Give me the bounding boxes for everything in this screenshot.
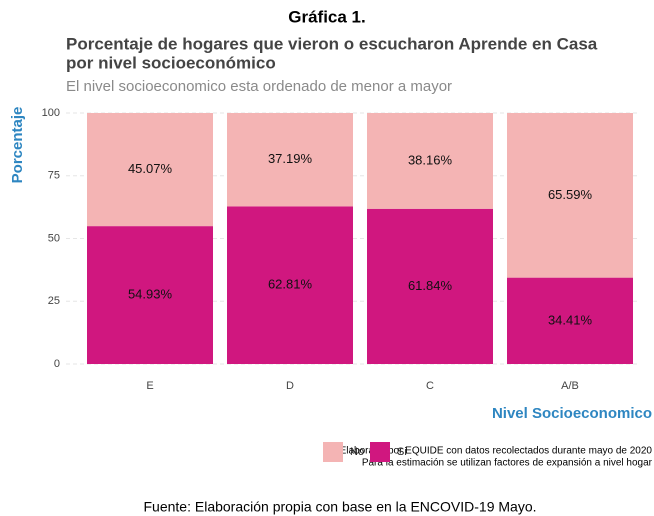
legend-label: No bbox=[350, 446, 364, 458]
bar-segment bbox=[507, 113, 633, 278]
value-label: 54.93% bbox=[128, 287, 173, 302]
bar-segment bbox=[227, 206, 353, 364]
y-tick-label: 0 bbox=[54, 358, 60, 370]
value-label: 62.81% bbox=[268, 277, 313, 292]
legend-label: Si bbox=[397, 446, 407, 458]
value-label: 45.07% bbox=[128, 161, 173, 176]
bar-segment bbox=[507, 277, 633, 364]
value-label: 61.84% bbox=[408, 278, 453, 293]
chart-title: Porcentaje de hogares que vieron o escuc… bbox=[66, 34, 598, 53]
x-tick-label: A/B bbox=[561, 380, 579, 392]
bar-segment bbox=[87, 226, 213, 364]
bar-segment bbox=[367, 113, 493, 209]
legend-swatch bbox=[370, 442, 390, 462]
bar-segment bbox=[227, 113, 353, 207]
legend-swatch bbox=[323, 442, 343, 462]
y-tick-label: 75 bbox=[48, 170, 60, 182]
bar-segment bbox=[87, 113, 213, 227]
y-tick-label: 100 bbox=[42, 107, 60, 119]
caption: Para la estimación se utilizan factores … bbox=[362, 458, 653, 469]
value-label: 34.41% bbox=[548, 312, 593, 327]
subtitle: El nivel socioeconomico esta ordenado de… bbox=[66, 78, 452, 95]
y-tick-label: 50 bbox=[48, 232, 60, 244]
caption: Elaborada por EQUIDE con datos recolecta… bbox=[340, 446, 653, 457]
y-axis-label: Porcentaje bbox=[9, 107, 26, 184]
bar-segment bbox=[367, 208, 493, 364]
y-tick-label: 25 bbox=[48, 295, 60, 307]
x-tick-label: C bbox=[426, 380, 434, 392]
value-label: 37.19% bbox=[268, 151, 313, 166]
value-label: 38.16% bbox=[408, 152, 453, 167]
chart-title: por nivel socioeconómico bbox=[66, 53, 276, 72]
footer: Fuente: Elaboración propia con base en l… bbox=[144, 499, 537, 515]
header: Gráfica 1. bbox=[288, 7, 366, 26]
x-tick-label: E bbox=[146, 380, 153, 392]
x-tick-label: D bbox=[286, 380, 294, 392]
value-label: 65.59% bbox=[548, 187, 593, 202]
x-axis-label: Nivel Socioeconomico bbox=[492, 405, 652, 422]
